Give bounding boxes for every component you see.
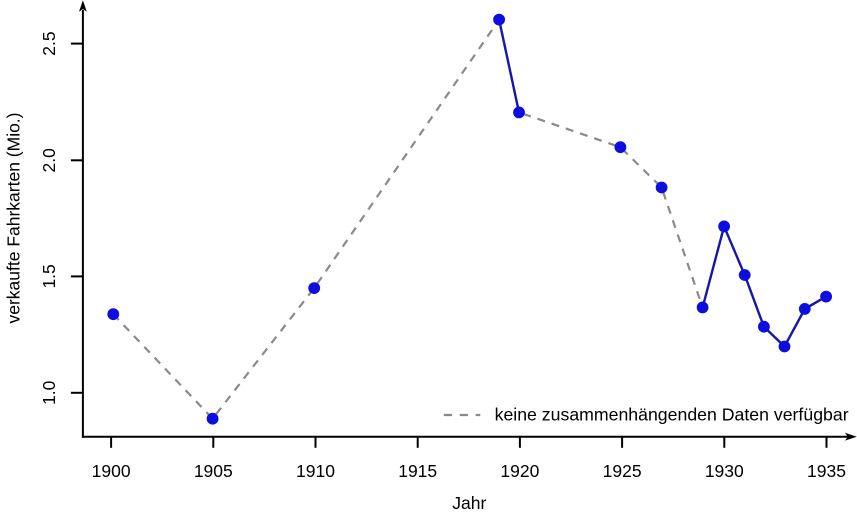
svg-text:verkaufte Fahrkarten (Mio.): verkaufte Fahrkarten (Mio.) xyxy=(3,113,23,324)
svg-text:1915: 1915 xyxy=(398,461,437,481)
svg-text:2.0: 2.0 xyxy=(39,148,59,173)
svg-text:1910: 1910 xyxy=(296,461,335,481)
svg-text:1.0: 1.0 xyxy=(39,380,59,405)
svg-text:1925: 1925 xyxy=(603,461,642,481)
svg-text:2.5: 2.5 xyxy=(39,31,59,55)
svg-text:1900: 1900 xyxy=(92,461,131,481)
svg-text:1930: 1930 xyxy=(705,461,744,481)
svg-text:keine zusammenhängenden Daten: keine zusammenhängenden Daten verfügbar xyxy=(495,404,849,424)
svg-text:Jahr: Jahr xyxy=(452,493,486,512)
svg-text:1920: 1920 xyxy=(500,461,539,481)
svg-text:1.5: 1.5 xyxy=(39,264,59,288)
svg-text:1905: 1905 xyxy=(194,461,233,481)
svg-text:1935: 1935 xyxy=(807,461,846,481)
